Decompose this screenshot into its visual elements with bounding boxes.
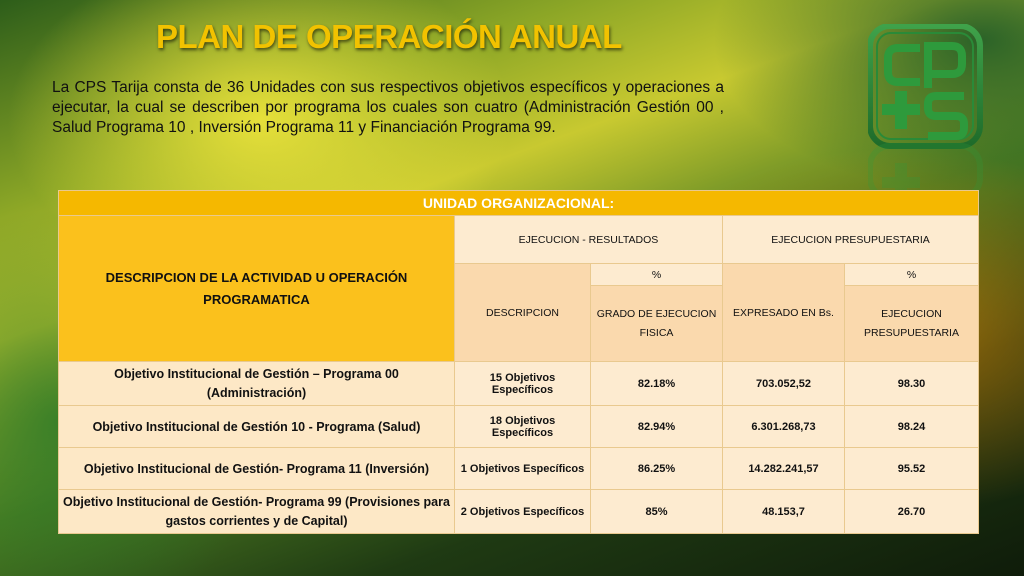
table-row: Objetivo Institucional de Gestión – Prog… bbox=[58, 361, 980, 406]
table-row: Objetivo Institucional de Gestión- Progr… bbox=[58, 447, 980, 490]
row-grado: 82.18% bbox=[590, 361, 723, 406]
pct-header-2: % bbox=[843, 263, 980, 286]
table-row: Objetivo Institucional de Gestión 10 - P… bbox=[58, 405, 980, 448]
row-pct: 98.24 bbox=[843, 405, 980, 448]
row-label: Objetivo Institucional de Gestión – Prog… bbox=[58, 361, 455, 406]
row-label: Objetivo Institucional de Gestión- Progr… bbox=[58, 447, 455, 490]
cps-logo bbox=[868, 24, 983, 200]
row-grado: 85% bbox=[590, 489, 723, 534]
expresado-bs-header: EXPRESADO EN Bs. bbox=[722, 263, 845, 362]
row-bs: 703.052,52 bbox=[722, 361, 845, 406]
ejecucion-resultados-header: EJECUCION - RESULTADOS bbox=[454, 215, 723, 264]
unidad-organizacional-header: UNIDAD ORGANIZACIONAL: bbox=[57, 190, 980, 216]
row-label: Objetivo Institucional de Gestión 10 - P… bbox=[58, 405, 455, 448]
grado-ejecucion-header: GRADO DE EJECUCION FISICA bbox=[590, 285, 723, 362]
desc-column-header: DESCRIPCION DE LA ACTIVIDAD U OPERACIÓN … bbox=[58, 215, 455, 362]
ejecucion-presupuestaria-header: EJECUCION PRESUPUESTARIA bbox=[721, 215, 980, 264]
row-bs: 48.153,7 bbox=[722, 489, 845, 534]
descripcion-header: DESCRIPCION bbox=[454, 263, 591, 362]
row-pct: 95.52 bbox=[843, 447, 980, 490]
poa-table: UNIDAD ORGANIZACIONAL: DESCRIPCION DE LA… bbox=[57, 190, 980, 534]
intro-paragraph: La CPS Tarija consta de 36 Unidades con … bbox=[52, 79, 724, 136]
row-pct: 98.30 bbox=[843, 361, 980, 406]
row-label: Objetivo Institucional de Gestión- Progr… bbox=[58, 489, 455, 534]
table-band-row: UNIDAD ORGANIZACIONAL: bbox=[57, 190, 980, 216]
page-title: PLAN DE OPERACIÓN ANUAL bbox=[156, 18, 622, 55]
ejecucion-presupuestaria-subheader: EJECUCION PRESUPUESTARIA bbox=[843, 285, 980, 362]
row-bs: 6.301.268,73 bbox=[722, 405, 845, 448]
row-bs: 14.282.241,57 bbox=[722, 447, 845, 490]
table-row: Objetivo Institucional de Gestión- Progr… bbox=[58, 489, 980, 534]
row-pct: 26.70 bbox=[843, 489, 980, 534]
row-desc: 1 Objetivos Específicos bbox=[454, 447, 591, 490]
row-grado: 82.94% bbox=[590, 405, 723, 448]
row-grado: 86.25% bbox=[590, 447, 723, 490]
row-desc: 18 Objetivos Específicos bbox=[454, 405, 591, 448]
pct-header-1: % bbox=[590, 263, 723, 286]
row-desc: 15 Objetivos Específicos bbox=[454, 361, 591, 406]
row-desc: 2 Objetivos Específicos bbox=[454, 489, 591, 534]
